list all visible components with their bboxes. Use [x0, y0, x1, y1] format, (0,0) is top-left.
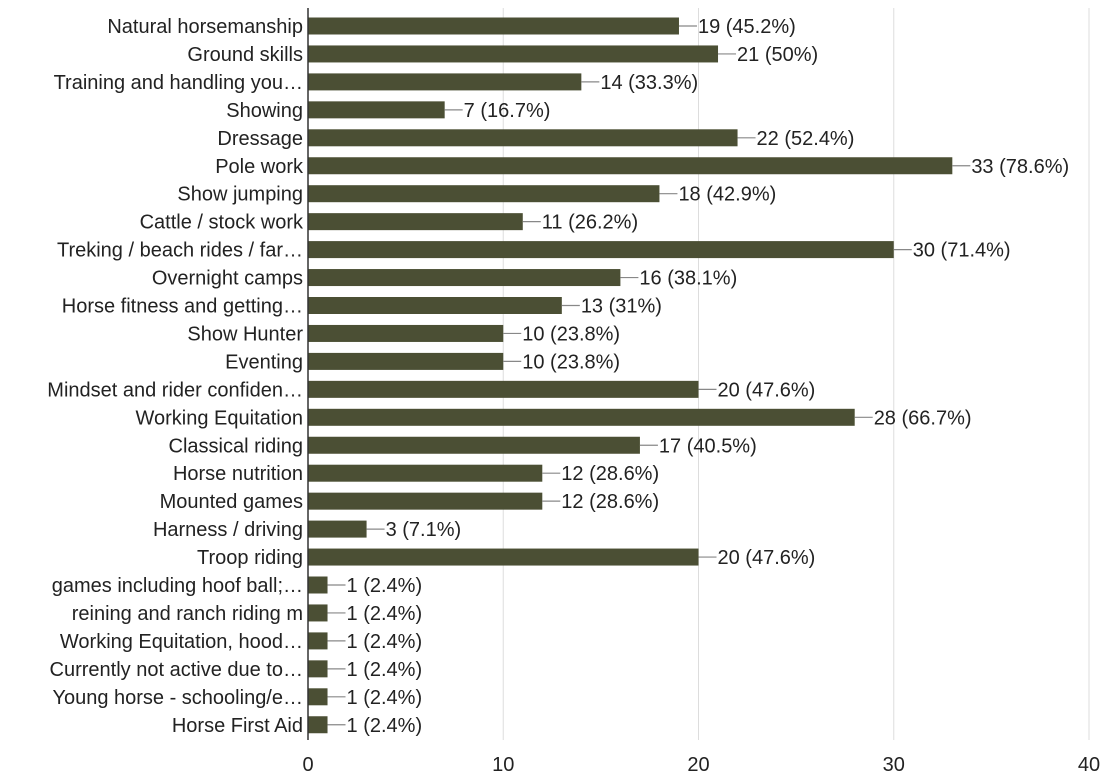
category-label: Classical riding	[169, 435, 304, 457]
category-label: Show jumping	[177, 184, 303, 206]
bar	[308, 101, 445, 119]
bar	[308, 688, 328, 706]
data-label: 10 (23.8%)	[522, 323, 620, 345]
category-label: Eventing	[225, 351, 303, 373]
category-label: games including hoof ball;…	[52, 575, 303, 597]
bar	[308, 716, 328, 734]
data-label: 1 (2.4%)	[347, 687, 423, 709]
bar	[308, 576, 328, 594]
bar	[308, 464, 543, 482]
category-label: Treking / beach rides / far…	[57, 240, 303, 262]
x-tick-label: 30	[883, 754, 905, 774]
category-labels: Natural horsemanship Ground skills Trainin…	[47, 16, 304, 737]
bar	[308, 520, 367, 538]
category-label: Mounted games	[160, 491, 303, 513]
bar	[308, 269, 621, 287]
category-label: Currently not active due to…	[50, 659, 303, 681]
category-label: Training and handling you…	[54, 72, 303, 94]
data-label: 3 (7.1%)	[386, 519, 462, 541]
category-label: Show Hunter	[187, 323, 303, 345]
x-tick-label: 0	[302, 754, 313, 774]
bar	[308, 185, 660, 203]
data-label: 13 (31%)	[581, 296, 662, 318]
bar	[308, 213, 523, 231]
bar	[308, 73, 582, 91]
data-label: 28 (66.7%)	[874, 407, 972, 429]
bar	[308, 241, 894, 259]
data-label: 7 (16.7%)	[464, 100, 551, 122]
x-tick-label: 10	[492, 754, 514, 774]
bar	[308, 157, 953, 175]
category-label: Working Equitation	[136, 407, 304, 429]
category-label: Overnight camps	[152, 268, 303, 290]
data-label: 14 (33.3%)	[600, 72, 698, 94]
data-label: 11 (26.2%)	[542, 212, 638, 234]
bar	[308, 17, 679, 35]
category-label: Harness / driving	[153, 519, 303, 541]
category-label: Working Equitation, hood…	[60, 631, 303, 653]
data-label: 10 (23.8%)	[522, 351, 620, 373]
data-label: 18 (42.9%)	[678, 184, 776, 206]
data-label: 1 (2.4%)	[347, 631, 423, 653]
data-label: 20 (47.6%)	[718, 379, 816, 401]
category-label: Troop riding	[197, 547, 303, 569]
data-label: 22 (52.4%)	[757, 128, 855, 150]
category-label: Cattle / stock work	[140, 212, 304, 234]
data-label: 1 (2.4%)	[347, 715, 423, 737]
category-label: reining and ranch riding m	[72, 603, 303, 625]
bar	[308, 660, 328, 678]
category-label: Dressage	[217, 128, 303, 150]
bar	[308, 324, 504, 342]
category-label: Horse First Aid	[172, 715, 303, 737]
data-label: 30 (71.4%)	[913, 240, 1011, 262]
bars	[308, 17, 953, 734]
data-label: 19 (45.2%)	[698, 16, 796, 38]
data-label: 33 (78.6%)	[971, 156, 1069, 178]
category-label: Natural horsemanship	[107, 16, 303, 38]
bar	[308, 492, 543, 510]
category-label: Showing	[226, 100, 303, 122]
bar	[308, 436, 640, 454]
data-labels: 19 (45.2%) 21 (50%) 14 (33.3%) 7 (16.7%) 22 …	[327, 16, 1069, 737]
x-axis-ticks: 0 10 20 30 40	[302, 754, 1100, 774]
data-label: 1 (2.4%)	[347, 603, 423, 625]
bar	[308, 604, 328, 622]
bar	[308, 129, 738, 147]
bar	[308, 380, 699, 398]
bar	[308, 352, 504, 370]
category-label: Mindset and rider confiden…	[47, 379, 303, 401]
bar	[308, 632, 328, 650]
data-label: 12 (28.6%)	[561, 463, 659, 485]
bar	[308, 548, 699, 566]
x-tick-label: 40	[1078, 754, 1100, 774]
category-label: Young horse - schooling/e…	[52, 687, 303, 709]
data-label: 20 (47.6%)	[718, 547, 816, 569]
data-label: 21 (50%)	[737, 44, 818, 66]
category-label: Horse nutrition	[173, 463, 303, 485]
data-label: 1 (2.4%)	[347, 659, 423, 681]
data-label: 16 (38.1%)	[639, 268, 737, 290]
x-tick-label: 20	[687, 754, 709, 774]
data-label: 1 (2.4%)	[347, 575, 423, 597]
category-label: Horse fitness and getting…	[62, 296, 303, 318]
bar	[308, 408, 855, 426]
data-label: 12 (28.6%)	[561, 491, 659, 513]
data-label: 17 (40.5%)	[659, 435, 757, 457]
category-label: Pole work	[215, 156, 304, 178]
category-label: Ground skills	[187, 44, 303, 66]
bar	[308, 45, 719, 63]
bar	[308, 297, 562, 314]
grid-lines	[502, 8, 1090, 740]
